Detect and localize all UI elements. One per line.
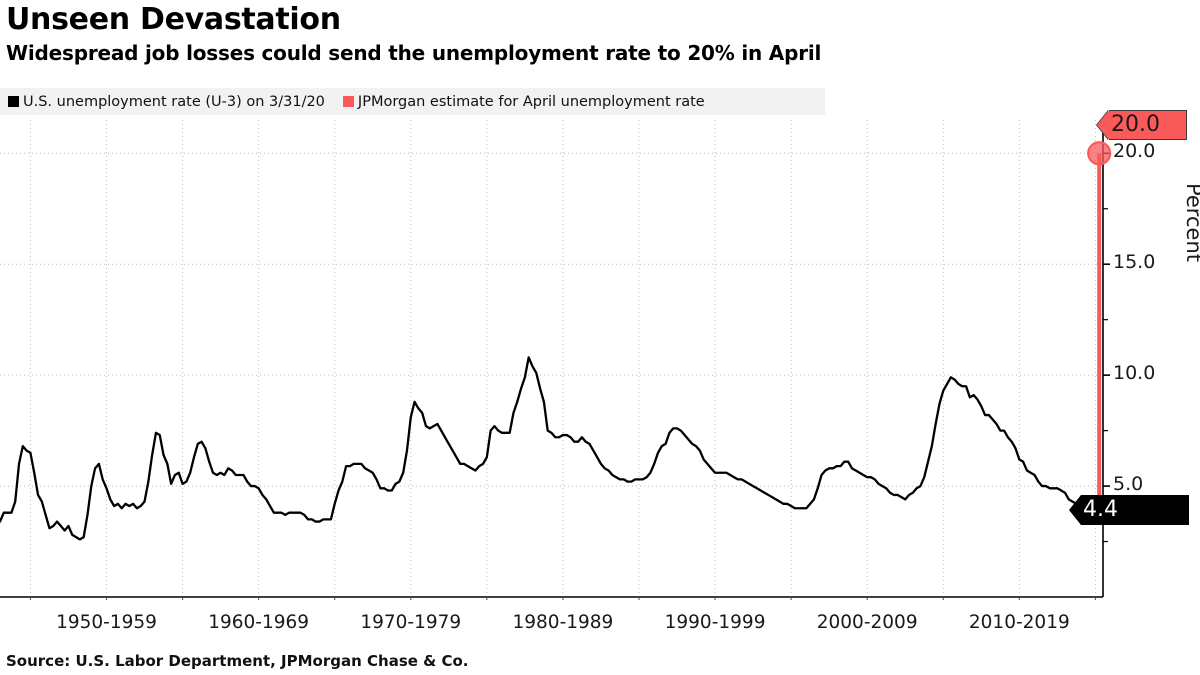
legend-item-unemployment: U.S. unemployment rate (U-3) on 3/31/20	[8, 94, 325, 110]
x-tick-label: 1950-1959	[56, 612, 157, 633]
y-tick-label: 10.0	[1113, 362, 1156, 385]
x-tick-label: 1980-1989	[512, 612, 614, 633]
current-callout-value: 4.4	[1081, 495, 1189, 525]
estimate-callout: 20.0	[1097, 110, 1187, 140]
y-tick-label: 15.0	[1113, 251, 1156, 274]
source-note: Source: U.S. Labor Department, JPMorgan …	[6, 652, 469, 670]
x-tick-label: 1970-1979	[360, 612, 462, 633]
unemployment-line	[0, 356, 1101, 541]
legend-item-label: U.S. unemployment rate (U-3) on 3/31/20	[23, 93, 325, 110]
square-swatch-icon	[8, 96, 19, 107]
chart-legend: U.S. unemployment rate (U-3) on 3/31/20 …	[0, 88, 825, 115]
current-value-callout: 4.4	[1069, 495, 1189, 525]
legend-item-label: JPMorgan estimate for April unemployment…	[357, 93, 705, 110]
x-tick-label: 1990-1999	[664, 612, 766, 633]
x-tick-label: 2000-2009	[816, 612, 918, 633]
y-tick-label: 20.0	[1113, 140, 1156, 163]
chart-canvas	[0, 120, 1112, 600]
estimate-callout-value: 20.0	[1109, 110, 1187, 140]
gridlines	[0, 120, 1103, 597]
callout-arrow-icon	[1097, 110, 1109, 140]
x-tick-label: 2010-2019	[968, 612, 1070, 633]
chart-plot-area	[0, 120, 1200, 600]
page-subtitle: Widespread job losses could send the une…	[6, 41, 822, 65]
page-title: Unseen Devastation	[6, 2, 341, 37]
callout-arrow-icon	[1069, 495, 1081, 525]
legend-item-estimate: JPMorgan estimate for April unemployment…	[342, 93, 705, 110]
y-tick-label: 5.0	[1113, 473, 1144, 496]
y-axis-label: Percent	[1182, 182, 1200, 262]
square-swatch-icon	[342, 96, 354, 107]
estimate-marker	[1087, 141, 1112, 166]
x-tick-label: 1960-1969	[208, 612, 310, 633]
